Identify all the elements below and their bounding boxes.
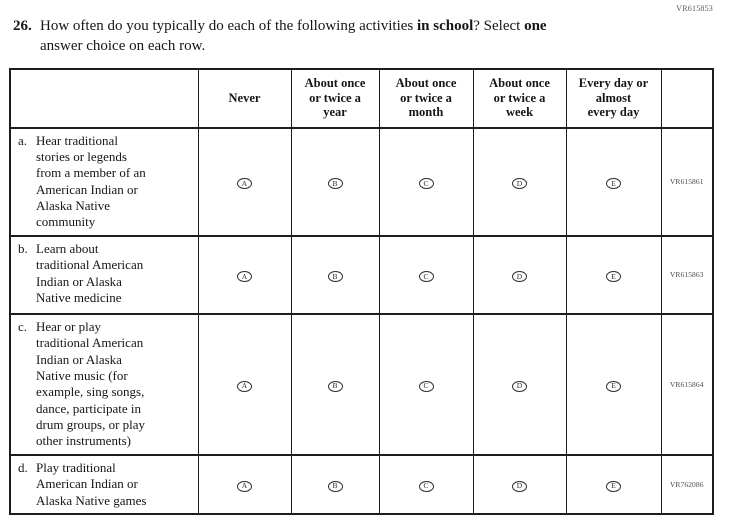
- answer-bubble-c[interactable]: C: [418, 177, 434, 189]
- option-cell-month: C: [378, 126, 474, 237]
- header-row: Never About once or twice a year About o…: [9, 68, 714, 129]
- option-cell-week: D: [472, 126, 567, 237]
- row-code: VR615861: [660, 126, 714, 237]
- answer-bubble-a[interactable]: A: [237, 480, 252, 492]
- question-text-part: ? Select: [473, 18, 525, 34]
- table-row-b: b. Learn about traditional American Indi…: [9, 234, 714, 315]
- activity-label: Hear traditional stories or legends from…: [36, 132, 146, 230]
- activity-label: Hear or play traditional American Indian…: [36, 318, 146, 449]
- answer-bubble-a[interactable]: A: [237, 380, 252, 392]
- header-never: Never: [197, 68, 292, 129]
- activity-label: Learn about traditional American Indian …: [36, 240, 144, 305]
- option-cell-week: D: [472, 453, 567, 515]
- option-cell-everyday: E: [565, 234, 662, 315]
- activity-label-cell: a. Hear traditional stories or legends f…: [9, 126, 199, 237]
- option-cell-year: B: [290, 453, 380, 515]
- question-block: 26. How often do you typically do each o…: [0, 0, 673, 57]
- header-once-twice-year: About once or twice a year: [290, 68, 380, 129]
- option-cell-month: C: [378, 453, 474, 515]
- option-cell-year: B: [290, 126, 380, 237]
- table-row-c: c. Hear or play traditional American Ind…: [9, 312, 714, 456]
- header-every-day: Every day or almost every day: [565, 68, 662, 129]
- answer-bubble-c[interactable]: C: [418, 480, 434, 492]
- question-bold-one: one: [524, 18, 547, 34]
- option-cell-week: D: [472, 312, 567, 456]
- row-code: VR615863: [660, 234, 714, 315]
- table-row-d: d. Play traditional American Indian or A…: [9, 453, 714, 515]
- activity-label-cell: d. Play traditional American Indian or A…: [9, 453, 199, 515]
- answer-bubble-e[interactable]: E: [606, 177, 621, 189]
- question-line-1: How often do you typically do each of th…: [40, 17, 547, 37]
- option-cell-never: A: [197, 312, 292, 456]
- activity-label-cell: b. Learn about traditional American Indi…: [9, 234, 199, 315]
- question-number: 26.: [13, 18, 32, 34]
- activity-label-cell: c. Hear or play traditional American Ind…: [9, 312, 199, 456]
- row-code: VR762086: [660, 453, 714, 515]
- answer-bubble-d[interactable]: D: [512, 271, 527, 283]
- table-row-a: a. Hear traditional stories or legends f…: [9, 126, 714, 237]
- header-once-twice-week: About once or twice a week: [472, 68, 567, 129]
- option-cell-week: D: [472, 234, 567, 315]
- question-text-part: How often do you typically do each of th…: [40, 18, 417, 34]
- option-cell-everyday: E: [565, 126, 662, 237]
- question-bold-in-school: in school: [417, 18, 474, 34]
- option-cell-month: C: [378, 234, 474, 315]
- answer-bubble-c[interactable]: C: [418, 271, 434, 283]
- answer-bubble-c[interactable]: C: [418, 380, 434, 392]
- answer-bubble-d[interactable]: D: [512, 177, 527, 189]
- question-text: How often do you typically do each of th…: [40, 17, 547, 57]
- option-cell-everyday: E: [565, 453, 662, 515]
- row-letter: d.: [18, 459, 28, 475]
- header-once-twice-month: About once or twice a month: [378, 68, 474, 129]
- row-letter: b.: [18, 240, 28, 256]
- answer-bubble-d[interactable]: D: [512, 480, 527, 492]
- row-letter: c.: [18, 318, 28, 334]
- row-code: VR615864: [660, 312, 714, 456]
- option-cell-everyday: E: [565, 312, 662, 456]
- option-cell-year: B: [290, 234, 380, 315]
- answer-bubble-b[interactable]: B: [327, 480, 343, 492]
- activity-label: Play traditional American Indian or Alas…: [36, 459, 147, 508]
- header-activity-blank: [9, 68, 199, 129]
- answer-bubble-b[interactable]: B: [327, 177, 343, 189]
- answer-bubble-b[interactable]: B: [327, 380, 343, 392]
- answer-bubble-a[interactable]: A: [237, 177, 252, 189]
- row-letter: a.: [18, 132, 28, 148]
- option-cell-never: A: [197, 126, 292, 237]
- answer-bubble-e[interactable]: E: [606, 271, 621, 283]
- answer-bubble-d[interactable]: D: [512, 380, 527, 392]
- option-cell-never: A: [197, 453, 292, 515]
- form-code: VR615853: [676, 4, 713, 13]
- option-cell-year: B: [290, 312, 380, 456]
- frequency-table: Never About once or twice a year About o…: [9, 67, 714, 515]
- answer-bubble-a[interactable]: A: [237, 271, 252, 283]
- answer-bubble-e[interactable]: E: [606, 380, 621, 392]
- answer-bubble-e[interactable]: E: [606, 480, 621, 492]
- option-cell-month: C: [378, 312, 474, 456]
- question-line-2: answer choice on each row.: [40, 37, 206, 54]
- option-cell-never: A: [197, 234, 292, 315]
- answer-bubble-b[interactable]: B: [327, 271, 343, 283]
- header-code-blank: [660, 68, 714, 129]
